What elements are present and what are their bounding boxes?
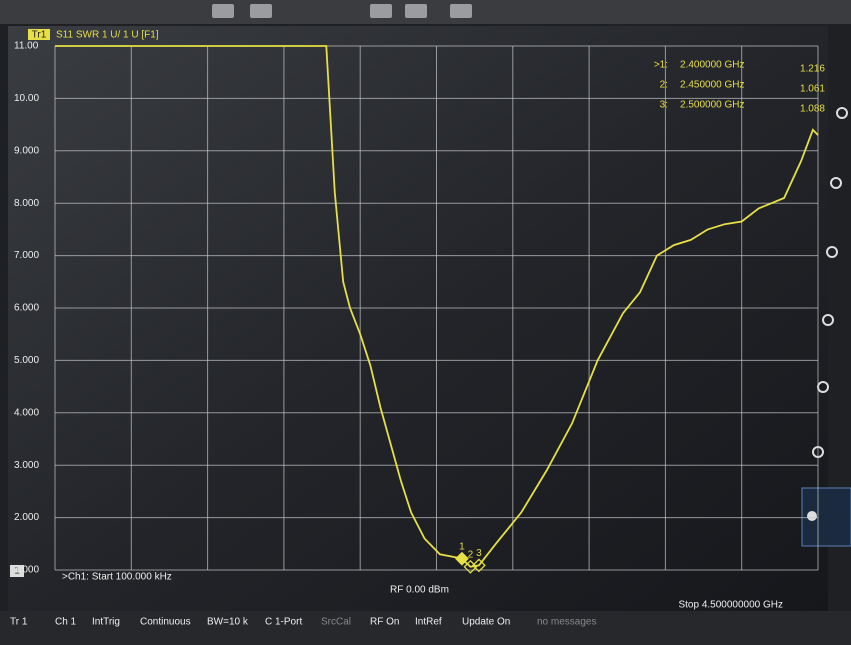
y-tick-label: 3.000 xyxy=(14,460,39,471)
trace-tag xyxy=(28,29,50,40)
marker-value: 1.088 xyxy=(800,104,825,115)
marker-table-label: >1: xyxy=(654,60,668,71)
status-item: BW=10 k xyxy=(207,617,249,628)
trace-line xyxy=(55,45,819,568)
y-tick-label: 5.000 xyxy=(14,355,39,366)
y-tick-label: 4.000 xyxy=(14,407,39,418)
status-item: Continuous xyxy=(140,617,191,628)
marker-frequency: 2.400000 GHz xyxy=(680,60,745,71)
marker xyxy=(463,559,478,574)
marker xyxy=(455,551,469,566)
channel-box xyxy=(10,565,24,577)
y-tick-label: 11.00 xyxy=(14,41,39,52)
status-item: IntTrig xyxy=(92,617,120,628)
display xyxy=(8,26,828,611)
stop-label: Stop 4.500000000 GHz xyxy=(678,600,783,611)
y-tick-label: 9.000 xyxy=(14,145,39,156)
marker-value: 1.216 xyxy=(800,64,825,75)
status-item: Tr 1 xyxy=(10,617,28,628)
status-bar xyxy=(0,611,851,645)
channel-number: 1 xyxy=(14,566,20,577)
start-label: >Ch1: Start 100.000 kHz xyxy=(62,572,172,583)
toolbar-icons xyxy=(212,4,472,18)
marker-name: 3 xyxy=(476,548,482,559)
y-tick-label: 10.00 xyxy=(14,93,39,104)
marker-frequency: 2.500000 GHz xyxy=(680,100,745,111)
y-tick-label: 8.000 xyxy=(14,198,39,209)
status-item: SrcCal xyxy=(321,617,351,628)
marker-frequency: 2.450000 GHz xyxy=(680,80,745,91)
status-item: no messages xyxy=(537,617,596,628)
marker-name: 2 xyxy=(468,549,474,560)
marker-table-label: 2: xyxy=(660,80,668,91)
y-tick-label: 7.000 xyxy=(14,250,39,261)
status-item: Ch 1 xyxy=(55,617,77,628)
status-item: IntRef xyxy=(415,617,442,628)
marker-value: 1.061 xyxy=(800,84,825,95)
y-tick-label: 6.000 xyxy=(14,303,39,314)
status-item: RF On xyxy=(370,617,399,628)
marker xyxy=(471,558,486,573)
marker-table-label: 3: xyxy=(660,100,668,111)
status-item: Update On xyxy=(462,617,510,628)
status-item: C 1-Port xyxy=(265,617,302,628)
y-tick-label: 2.000 xyxy=(14,512,39,523)
marker-name: 1 xyxy=(459,541,465,552)
chart-title: S11 SWR 1 U/ 1 U [F1] xyxy=(56,30,159,41)
y-tick-label: 1.000 xyxy=(14,565,39,576)
trace-label: Tr1 xyxy=(32,30,47,41)
power-label: RF 0.00 dBm xyxy=(390,585,449,596)
